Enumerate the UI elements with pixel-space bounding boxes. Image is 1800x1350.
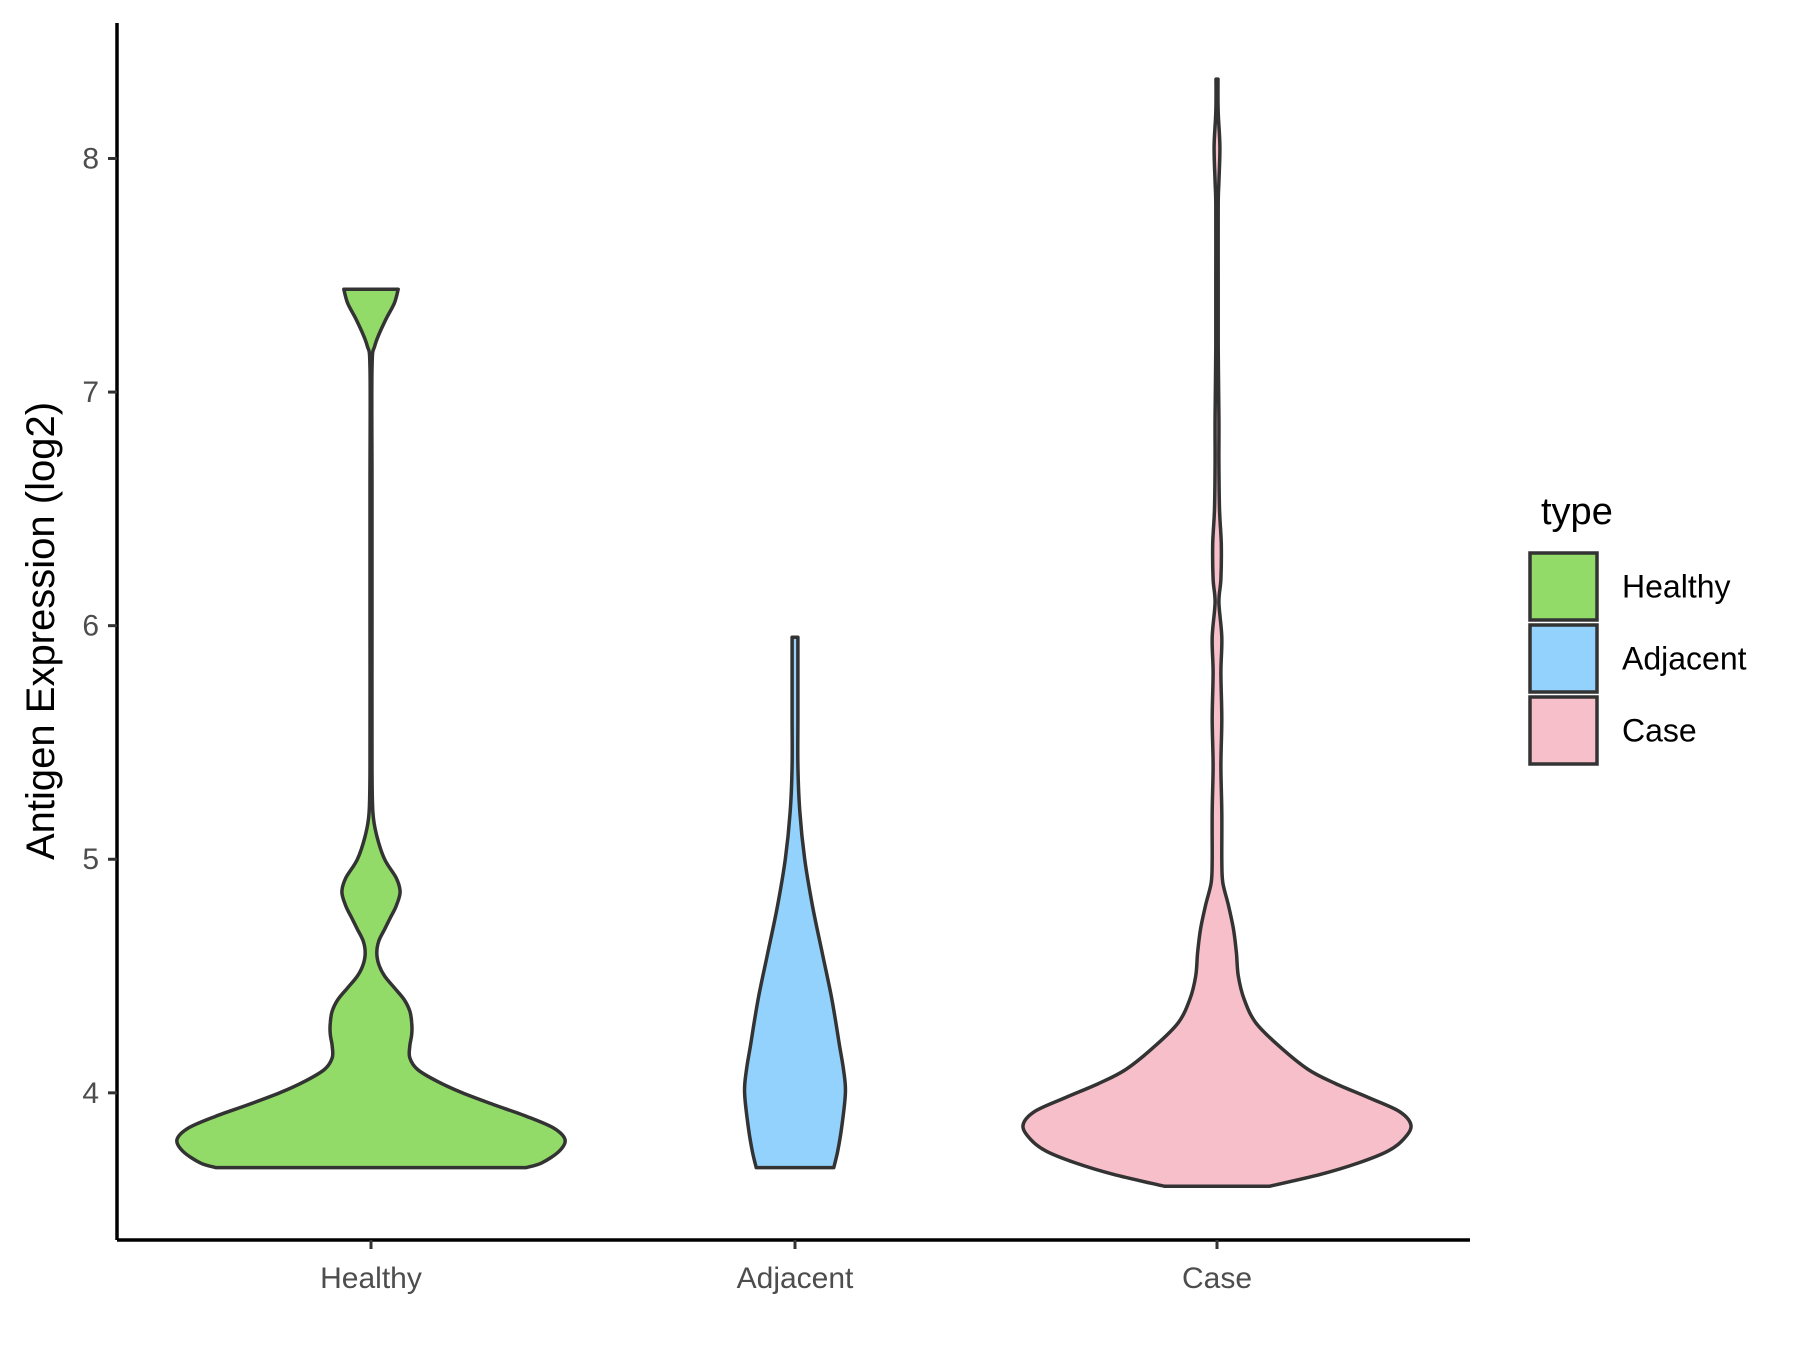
y-tick-label: 7 <box>82 376 99 409</box>
legend-label-case: Case <box>1622 713 1697 749</box>
legend-items: Healthy Adjacent Case <box>1528 551 1747 766</box>
violin-layer <box>175 77 1413 1189</box>
y-tick-label: 8 <box>82 142 99 175</box>
legend-label-healthy: Healthy <box>1622 569 1731 605</box>
legend: type Healthy Adjacent Case <box>1528 491 1747 766</box>
legend-key-case <box>1528 695 1599 766</box>
x-tick-label: Adjacent <box>737 1262 854 1295</box>
y-tick-label: 4 <box>82 1077 99 1110</box>
x-ticks: Healthy Adjacent Case <box>320 1240 1252 1295</box>
violin-healthy <box>175 287 567 1170</box>
y-tick-label: 6 <box>82 610 99 643</box>
x-tick-label: Case <box>1182 1262 1252 1295</box>
violin-adjacent <box>742 635 848 1170</box>
axes: 4 5 6 7 8 Healthy Adjacent Case <box>82 23 1470 1295</box>
legend-key-healthy <box>1528 551 1599 622</box>
legend-label-adjacent: Adjacent <box>1622 641 1747 677</box>
legend-key-adjacent <box>1528 623 1599 694</box>
x-tick-label: Healthy <box>320 1262 422 1295</box>
violin-case <box>1021 77 1413 1189</box>
y-ticks: 4 5 6 7 8 <box>82 142 117 1110</box>
y-axis-title: Antigen Expression (log2) <box>19 402 63 860</box>
legend-title: type <box>1541 491 1613 533</box>
y-tick-label: 5 <box>82 843 99 876</box>
